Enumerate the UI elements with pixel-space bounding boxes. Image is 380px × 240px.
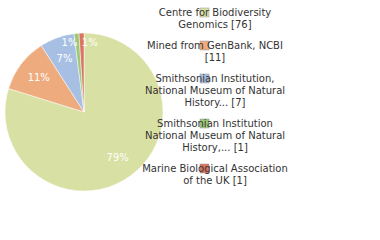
svg-text:Marine Biological Associationo: Marine Biological Associationof the UK […: [142, 163, 288, 186]
svg-text:Centre for BiodiversityGenomic: Centre for BiodiversityGenomics [76]: [159, 7, 272, 30]
svg-text:Smithsonian InstitutionNationa: Smithsonian InstitutionNational Museum o…: [145, 118, 285, 153]
svg-text:1%: 1%: [62, 37, 78, 48]
svg-text:Mined from GenBank, NCBI[11]: Mined from GenBank, NCBI[11]: [147, 40, 283, 63]
svg-text:11%: 11%: [28, 72, 50, 83]
svg-text:1%: 1%: [82, 37, 98, 48]
svg-text:79%: 79%: [107, 152, 129, 163]
svg-text:Smithsonian Institution,Nation: Smithsonian Institution,National Museum …: [145, 73, 285, 108]
svg-text:7%: 7%: [57, 53, 73, 64]
